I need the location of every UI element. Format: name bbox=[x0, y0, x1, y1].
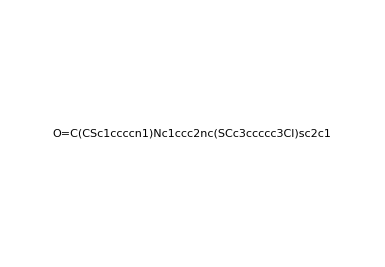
Text: O=C(CSc1ccccn1)Nc1ccc2nc(SCc3ccccc3Cl)sc2c1: O=C(CSc1ccccn1)Nc1ccc2nc(SCc3ccccc3Cl)sc… bbox=[53, 129, 331, 139]
